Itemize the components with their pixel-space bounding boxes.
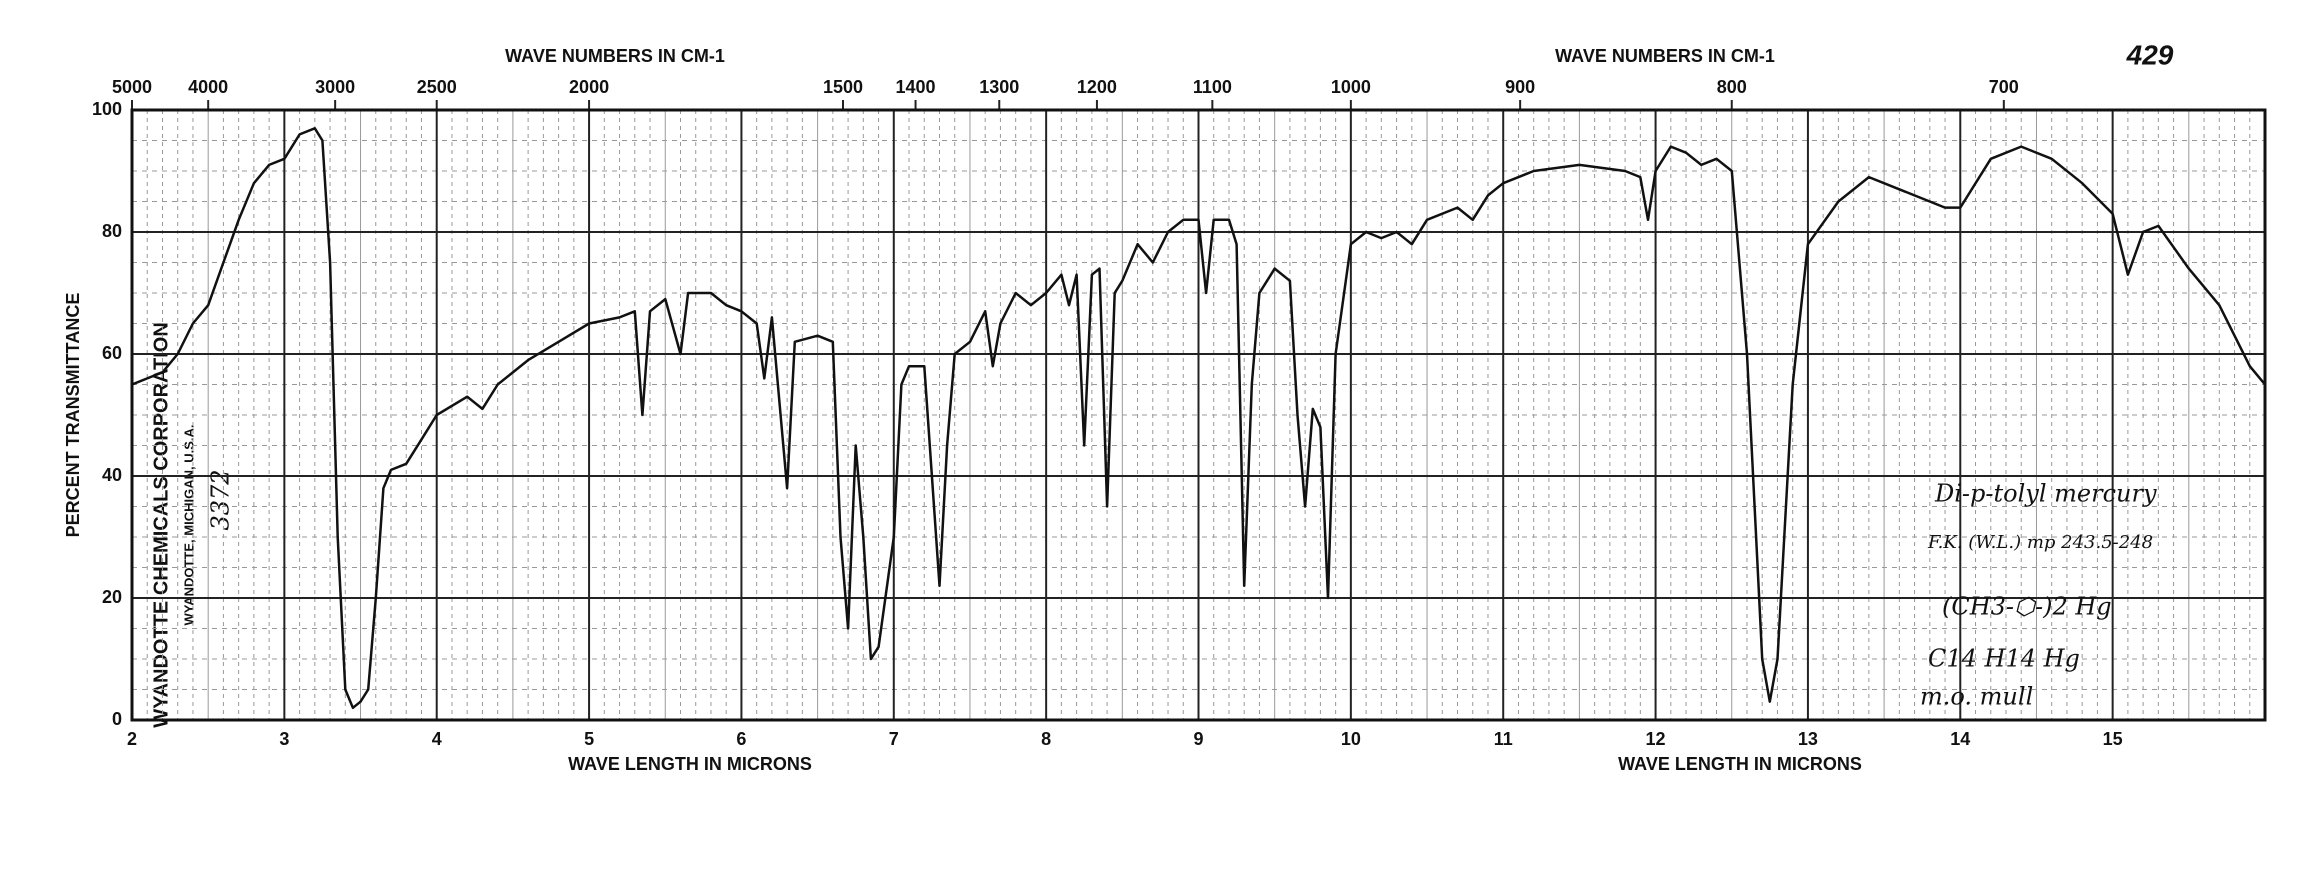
x-tick-label: 7 — [889, 729, 899, 749]
page-number: 429 — [2126, 39, 2174, 70]
x-tick-label: 10 — [1341, 729, 1361, 749]
spectrum-line — [131, 127, 2266, 710]
y-tick-label: 0 — [112, 709, 122, 729]
x-tick-label: 4 — [432, 729, 442, 749]
x2-tick-label: 2000 — [569, 77, 609, 97]
top-axis-title: WAVE NUMBERS IN CM-1 — [1555, 46, 1775, 66]
x-tick-label: 3 — [279, 729, 289, 749]
side-text: WYANDOTTE CHEMICALS CORPORATION — [150, 322, 172, 728]
x2-tick-label: 900 — [1505, 77, 1535, 97]
x-tick-label: 5 — [584, 729, 594, 749]
x2-tick-label: 700 — [1989, 77, 2019, 97]
x-tick-label: 13 — [1798, 729, 1818, 749]
x2-tick-label: 3000 — [315, 77, 355, 97]
annotation: C14 H14 Hg — [1928, 645, 2080, 673]
y-tick-label: 80 — [102, 221, 122, 241]
annotation: m.o. mull — [1920, 683, 2033, 711]
x2-tick-label: 1200 — [1077, 77, 1117, 97]
x2-tick-label: 800 — [1717, 77, 1747, 97]
x-tick-label: 12 — [1646, 729, 1666, 749]
y-tick-label: 40 — [102, 465, 122, 485]
annotation: Di-p-tolyl mercury — [1934, 480, 2157, 508]
x-tick-label: 9 — [1193, 729, 1203, 749]
x2-tick-label: 4000 — [188, 77, 228, 97]
x-tick-label: 8 — [1041, 729, 1051, 749]
y-axis-label: PERCENT TRANSMITTANCE — [63, 293, 83, 538]
side-text: 3372 — [207, 469, 235, 530]
x2-tick-label: 1000 — [1331, 77, 1371, 97]
x2-tick-label: 1400 — [896, 77, 936, 97]
bottom-axis-title: WAVE LENGTH IN MICRONS — [1618, 754, 1862, 774]
x2-tick-label: 2500 — [417, 77, 457, 97]
x-tick-label: 2 — [127, 729, 137, 749]
annotation: (CH3-⬡-)2 Hg — [1942, 593, 2112, 621]
x-tick-label: 6 — [736, 729, 746, 749]
y-tick-label: 100 — [92, 99, 122, 119]
x2-tick-label: 1100 — [1193, 77, 1232, 97]
x-tick-label: 15 — [2103, 729, 2123, 749]
annotation: F.K. (W.L.) mp 243.5-248 — [1927, 532, 2153, 553]
x-tick-label: 11 — [1494, 729, 1513, 749]
y-tick-label: 20 — [102, 587, 122, 607]
plot-frame — [130, 108, 2267, 722]
bottom-axis-title: WAVE LENGTH IN MICRONS — [568, 754, 812, 774]
top-axis-title: WAVE NUMBERS IN CM-1 — [505, 46, 725, 66]
x2-tick-label: 1500 — [823, 77, 863, 97]
x2-tick-label: 1300 — [979, 77, 1019, 97]
y-tick-label: 60 — [102, 343, 122, 363]
x-tick-label: 14 — [1950, 729, 1970, 749]
x2-tick-label: 5000 — [112, 77, 152, 97]
side-text: WYANDOTTE, MICHIGAN, U.S.A. — [181, 424, 196, 625]
